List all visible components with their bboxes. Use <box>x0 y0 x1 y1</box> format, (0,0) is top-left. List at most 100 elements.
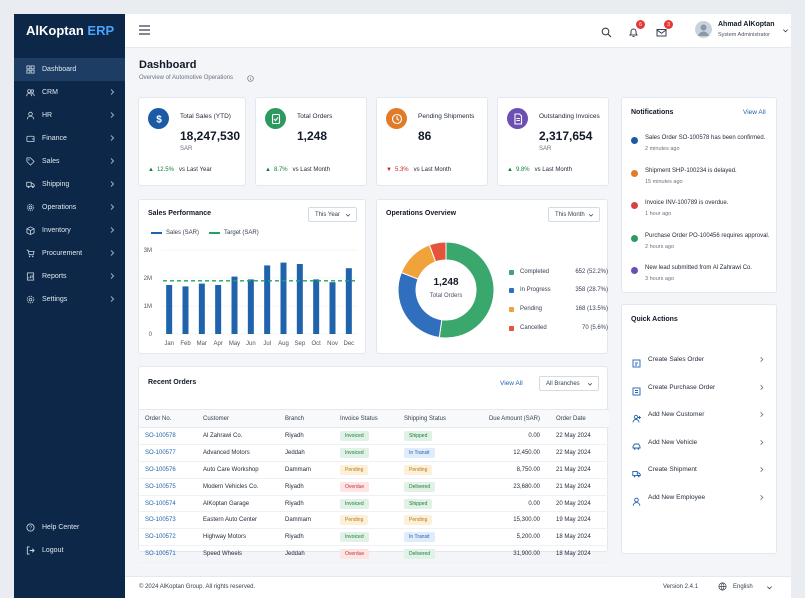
sales-bar[interactable] <box>182 286 189 334</box>
kpi-card[interactable]: $ Total Sales (YTD) 18,247,530 SAR ▲ 12.5% vs … <box>138 97 246 186</box>
kpi-trend: ▲ 9.8% vs Last Month <box>507 167 572 173</box>
notification-item[interactable]: New lead submitted from Al Zahrawi Co. 3 … <box>631 265 771 287</box>
avatar[interactable] <box>695 21 712 38</box>
table-row[interactable]: SO-100572 Highway Motors Riyadh Invoiced In … <box>139 528 609 547</box>
donut-slice-completed[interactable] <box>438 241 495 339</box>
sales-bar[interactable] <box>198 283 205 334</box>
table-cell: Invoiced <box>334 444 398 462</box>
kpi-label: Total Orders <box>297 113 333 120</box>
table-row[interactable]: SO-100578 Al Zahrawi Co. Riyadh Invoiced Shi… <box>139 427 609 445</box>
sales-bar-chart: 0 1M 2M 3M Jan Feb Mar Apr May Jun Jul Aug Sep Oct Nov… <box>144 248 357 347</box>
sales-bar[interactable] <box>247 279 254 334</box>
kpi-card[interactable]: Total Orders 1,248 ▲ 8.7% vs Last Month <box>255 97 367 186</box>
notification-text: New lead submitted from Al Zahrawi Co. <box>645 265 753 271</box>
order-number-link[interactable]: SO-100575 <box>139 478 197 496</box>
kpi-unit: SAR <box>539 146 552 152</box>
order-number-link[interactable]: SO-100576 <box>139 461 197 479</box>
chevron-down-icon[interactable] <box>766 584 773 591</box>
donut-slice-cancelled[interactable] <box>428 241 447 263</box>
notifications-view-all-link[interactable]: View All <box>743 109 766 116</box>
table-cell: Advanced Motors <box>197 444 279 462</box>
sales-bar[interactable] <box>215 285 222 334</box>
chevron-right-icon <box>760 495 764 500</box>
sales-bar[interactable] <box>296 264 303 334</box>
messages-button[interactable]: 3 <box>656 20 673 37</box>
sales-bar[interactable] <box>280 262 287 334</box>
order-number-link[interactable]: SO-100574 <box>139 495 197 513</box>
sales-bar[interactable] <box>166 285 173 334</box>
quick-action-add-new-customer[interactable]: Add New Customer <box>622 401 776 428</box>
language-selector[interactable]: English <box>733 584 753 590</box>
column-header[interactable]: Shipping Status <box>398 409 478 428</box>
sidebar-item-hr[interactable]: HR <box>14 104 125 127</box>
table-cell: 18 May 2024 <box>550 545 609 564</box>
sidebar-item-help-center[interactable]: ? Help Center <box>14 516 125 539</box>
column-header[interactable]: Order No. <box>139 409 197 428</box>
sales-period-dropdown[interactable]: This Year <box>308 207 357 222</box>
notification-item[interactable]: Invoice INV-100789 is overdue. 1 hour ago <box>631 200 771 222</box>
user-name[interactable]: Ahmad AlKoptan <box>718 21 775 28</box>
operations-donut-chart <box>397 241 495 339</box>
chevron-down-icon[interactable] <box>782 27 789 34</box>
donut-slice-pending[interactable] <box>400 244 437 280</box>
notification-item[interactable]: Purchase Order PO-100456 requires approv… <box>631 233 771 255</box>
table-row[interactable]: SO-100574 AlKoptan Garage Riyadh Invoiced Sh… <box>139 495 609 513</box>
sidebar-item-sales[interactable]: Sales <box>14 150 125 173</box>
column-header[interactable]: Customer <box>197 409 279 428</box>
notification-item[interactable]: Sales Order SO-100578 has been confirmed… <box>631 135 771 157</box>
notification-dot-icon <box>631 234 638 242</box>
order-number-link[interactable]: SO-100573 <box>139 511 197 530</box>
recent-orders-view-all-link[interactable]: View All <box>500 380 523 387</box>
sidebar-item-logout[interactable]: Logout <box>14 539 125 562</box>
order-number-link[interactable]: SO-100571 <box>139 545 197 564</box>
invoice-status-badge: Invoiced <box>340 498 369 509</box>
quick-action-create-sales-order[interactable]: Create Sales Order <box>622 346 776 373</box>
notification-dot-icon <box>631 267 638 274</box>
kpi-card[interactable]: Outstanding Invoices 2,317,654 SAR ▲ 9.8% vs … <box>497 97 609 186</box>
chart-legend: Sales (SAR) Target (SAR) <box>151 230 259 236</box>
kpi-card[interactable]: Pending Shipments 86 ▼ 5.3% vs Last Month <box>376 97 488 186</box>
column-header[interactable]: Invoice Status <box>334 409 398 428</box>
sidebar-item-finance[interactable]: Finance <box>14 127 125 150</box>
sales-bar[interactable] <box>231 276 238 334</box>
sidebar-item-inventory[interactable]: Inventory <box>14 219 125 242</box>
sidebar-item-label: Procurement <box>42 250 83 257</box>
table-row[interactable]: SO-100576 Auto Care Workshop Dammam Pending… <box>139 461 609 479</box>
sales-bar[interactable] <box>264 265 271 334</box>
quick-action-label: Add New Customer <box>648 411 705 419</box>
table-row[interactable]: SO-100575 Modern Vehicles Co. Riyadh Overdu… <box>139 478 609 496</box>
quick-action-create-purchase-order[interactable]: Create Purchase Order <box>622 374 776 401</box>
quick-action-add-new-vehicle[interactable]: Add New Vehicle <box>622 429 776 456</box>
notification-item[interactable]: Shipment SHP-100234 is delayed. 15 minute… <box>631 168 771 190</box>
operations-period-dropdown[interactable]: This Month <box>548 207 600 222</box>
sales-bar[interactable] <box>329 282 336 334</box>
table-row[interactable]: SO-100571 Speed Wheels Jeddah Overdue Delive… <box>139 545 609 564</box>
order-number-link[interactable]: SO-100572 <box>139 528 197 547</box>
order-number-link[interactable]: SO-100577 <box>139 444 197 462</box>
sidebar-item-dashboard[interactable]: Dashboard <box>14 58 125 81</box>
branch-filter-dropdown[interactable]: All Branches <box>539 376 599 391</box>
sidebar-item-shipping[interactable]: Shipping <box>14 173 125 196</box>
quick-action-create-shipment[interactable]: Create Shipment <box>622 456 776 483</box>
order-number-link[interactable]: SO-100578 <box>139 427 197 445</box>
column-header[interactable]: Branch <box>279 409 334 428</box>
table-row[interactable]: SO-100577 Advanced Motors Jeddah Invoiced In… <box>139 444 609 462</box>
sidebar-item-crm[interactable]: CRM <box>14 81 125 104</box>
table-row[interactable]: SO-100573 Eastern Auto Center Dammam Pendin… <box>139 511 609 530</box>
sales-bar[interactable] <box>313 279 320 334</box>
column-header[interactable]: Due Amount (SAR) <box>478 409 550 428</box>
sales-bar[interactable] <box>345 268 352 334</box>
search-icon[interactable] <box>601 25 612 38</box>
sidebar-item-operations[interactable]: Operations <box>14 196 125 219</box>
sidebar-item-reports[interactable]: Reports <box>14 265 125 288</box>
quick-action-add-new-employee[interactable]: Add New Employee <box>622 484 776 511</box>
brand-logo[interactable]: AlKoptan ERP <box>26 23 114 38</box>
trend-down-icon: ▼ <box>386 167 392 173</box>
info-icon[interactable] <box>247 75 254 82</box>
menu-icon[interactable] <box>139 25 150 35</box>
notifications-bell[interactable]: 6 <box>628 20 645 37</box>
sidebar-item-procurement[interactable]: Procurement <box>14 242 125 265</box>
sidebar-item-settings[interactable]: Settings <box>14 288 125 311</box>
legend-label: Completed <box>520 269 550 275</box>
column-header[interactable]: Order Date <box>550 409 609 428</box>
